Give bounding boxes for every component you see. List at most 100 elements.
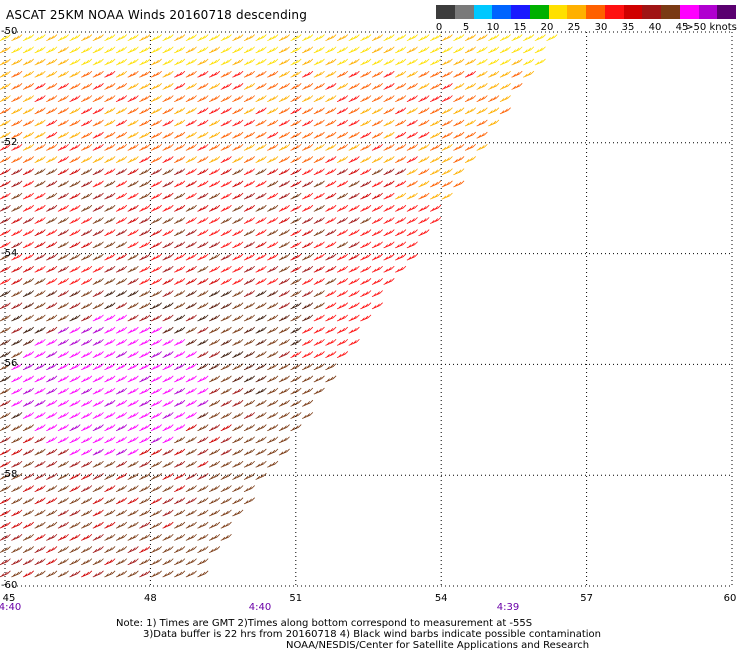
wind-barb <box>81 363 93 371</box>
wind-barb <box>150 241 162 249</box>
wind-barb <box>127 217 139 224</box>
wind-barb <box>34 546 46 553</box>
wind-barb <box>162 253 174 261</box>
wind-barb <box>92 570 104 578</box>
wind-barb <box>57 241 69 249</box>
wind-barb <box>232 46 244 54</box>
wind-barb <box>162 338 174 346</box>
wind-barb <box>0 302 11 310</box>
wind-barb <box>69 192 81 200</box>
wind-barb <box>290 58 302 66</box>
wind-barb <box>92 34 104 42</box>
wind-barb <box>69 180 81 188</box>
wind-barb <box>127 192 139 200</box>
wind-barb <box>220 521 232 529</box>
wind-barb <box>313 131 325 139</box>
wind-barb <box>104 326 116 334</box>
wind-barb <box>325 131 337 139</box>
wind-barb <box>232 241 244 249</box>
legend-label: >50 knots <box>685 22 737 33</box>
wind-barb <box>46 70 58 78</box>
wind-barb <box>267 229 279 237</box>
wind-barb <box>418 70 430 78</box>
wind-barb <box>0 497 11 505</box>
wind-barb <box>185 436 197 444</box>
wind-barb <box>325 95 337 102</box>
wind-barb <box>418 107 430 115</box>
wind-barb <box>360 180 372 188</box>
wind-barb <box>81 473 93 480</box>
wind-barb <box>197 204 209 212</box>
wind-barb <box>197 131 209 139</box>
wind-barb <box>150 473 162 480</box>
wind-barb <box>34 399 46 407</box>
wind-barb <box>267 168 279 176</box>
wind-barb <box>336 46 349 54</box>
wind-barb <box>104 34 116 42</box>
wind-barb <box>115 180 128 188</box>
wind-barb <box>255 156 267 163</box>
wind-barb <box>115 143 128 151</box>
wind-barb <box>208 217 221 224</box>
wind-barb <box>197 229 209 237</box>
wind-barb <box>162 168 174 176</box>
wind-barb <box>278 241 290 249</box>
wind-barb <box>22 473 34 480</box>
wind-barb <box>69 399 81 407</box>
wind-barb <box>69 558 81 566</box>
wind-barb <box>150 34 162 42</box>
wind-barb <box>278 448 290 456</box>
wind-barb <box>185 70 197 78</box>
wind-barb <box>150 131 162 139</box>
wind-barb <box>46 265 58 273</box>
wind-barb <box>92 558 104 566</box>
wind-barb <box>267 107 279 115</box>
wind-barb <box>325 143 337 151</box>
wind-barb <box>325 217 337 224</box>
wind-barb <box>185 278 197 285</box>
wind-barb <box>476 95 488 102</box>
wind-barb <box>22 156 34 163</box>
wind-barb <box>243 156 255 163</box>
longitude-tick-label: 54 <box>434 593 448 604</box>
wind-barb <box>371 143 383 151</box>
wind-barb <box>34 338 46 346</box>
wind-barb <box>418 34 430 42</box>
wind-barb <box>69 570 81 578</box>
wind-barb <box>46 253 58 261</box>
wind-barb <box>46 217 58 224</box>
wind-barb <box>0 290 11 297</box>
wind-barb <box>348 278 360 285</box>
wind-barb <box>92 46 104 54</box>
wind-barb <box>11 241 23 249</box>
wind-barb <box>57 119 69 127</box>
wind-barb <box>185 570 197 578</box>
wind-barb <box>208 326 221 334</box>
wind-barb <box>243 326 255 334</box>
wind-barb <box>534 46 546 54</box>
wind-barb <box>488 119 500 127</box>
wind-barb <box>267 448 279 456</box>
wind-barb <box>22 95 34 102</box>
wind-barb <box>150 58 162 66</box>
wind-barb <box>162 570 174 578</box>
wind-barb <box>185 558 197 566</box>
wind-barb <box>104 460 116 468</box>
wind-barb <box>290 229 302 237</box>
wind-barb <box>92 363 104 371</box>
wind-barb <box>69 473 81 480</box>
wind-barb <box>127 412 139 419</box>
wind-barb <box>81 302 93 310</box>
wind-barb <box>22 460 34 468</box>
wind-barb <box>208 156 221 163</box>
wind-barb <box>46 95 58 102</box>
wind-barb <box>499 107 511 115</box>
wind-barb <box>57 168 69 176</box>
wind-barb <box>383 131 395 139</box>
wind-barb <box>127 424 139 432</box>
wind-barb <box>290 399 302 407</box>
wind-barb <box>69 533 81 541</box>
wind-barb <box>220 156 232 163</box>
wind-barb <box>395 265 407 273</box>
wind-barb <box>69 375 81 383</box>
